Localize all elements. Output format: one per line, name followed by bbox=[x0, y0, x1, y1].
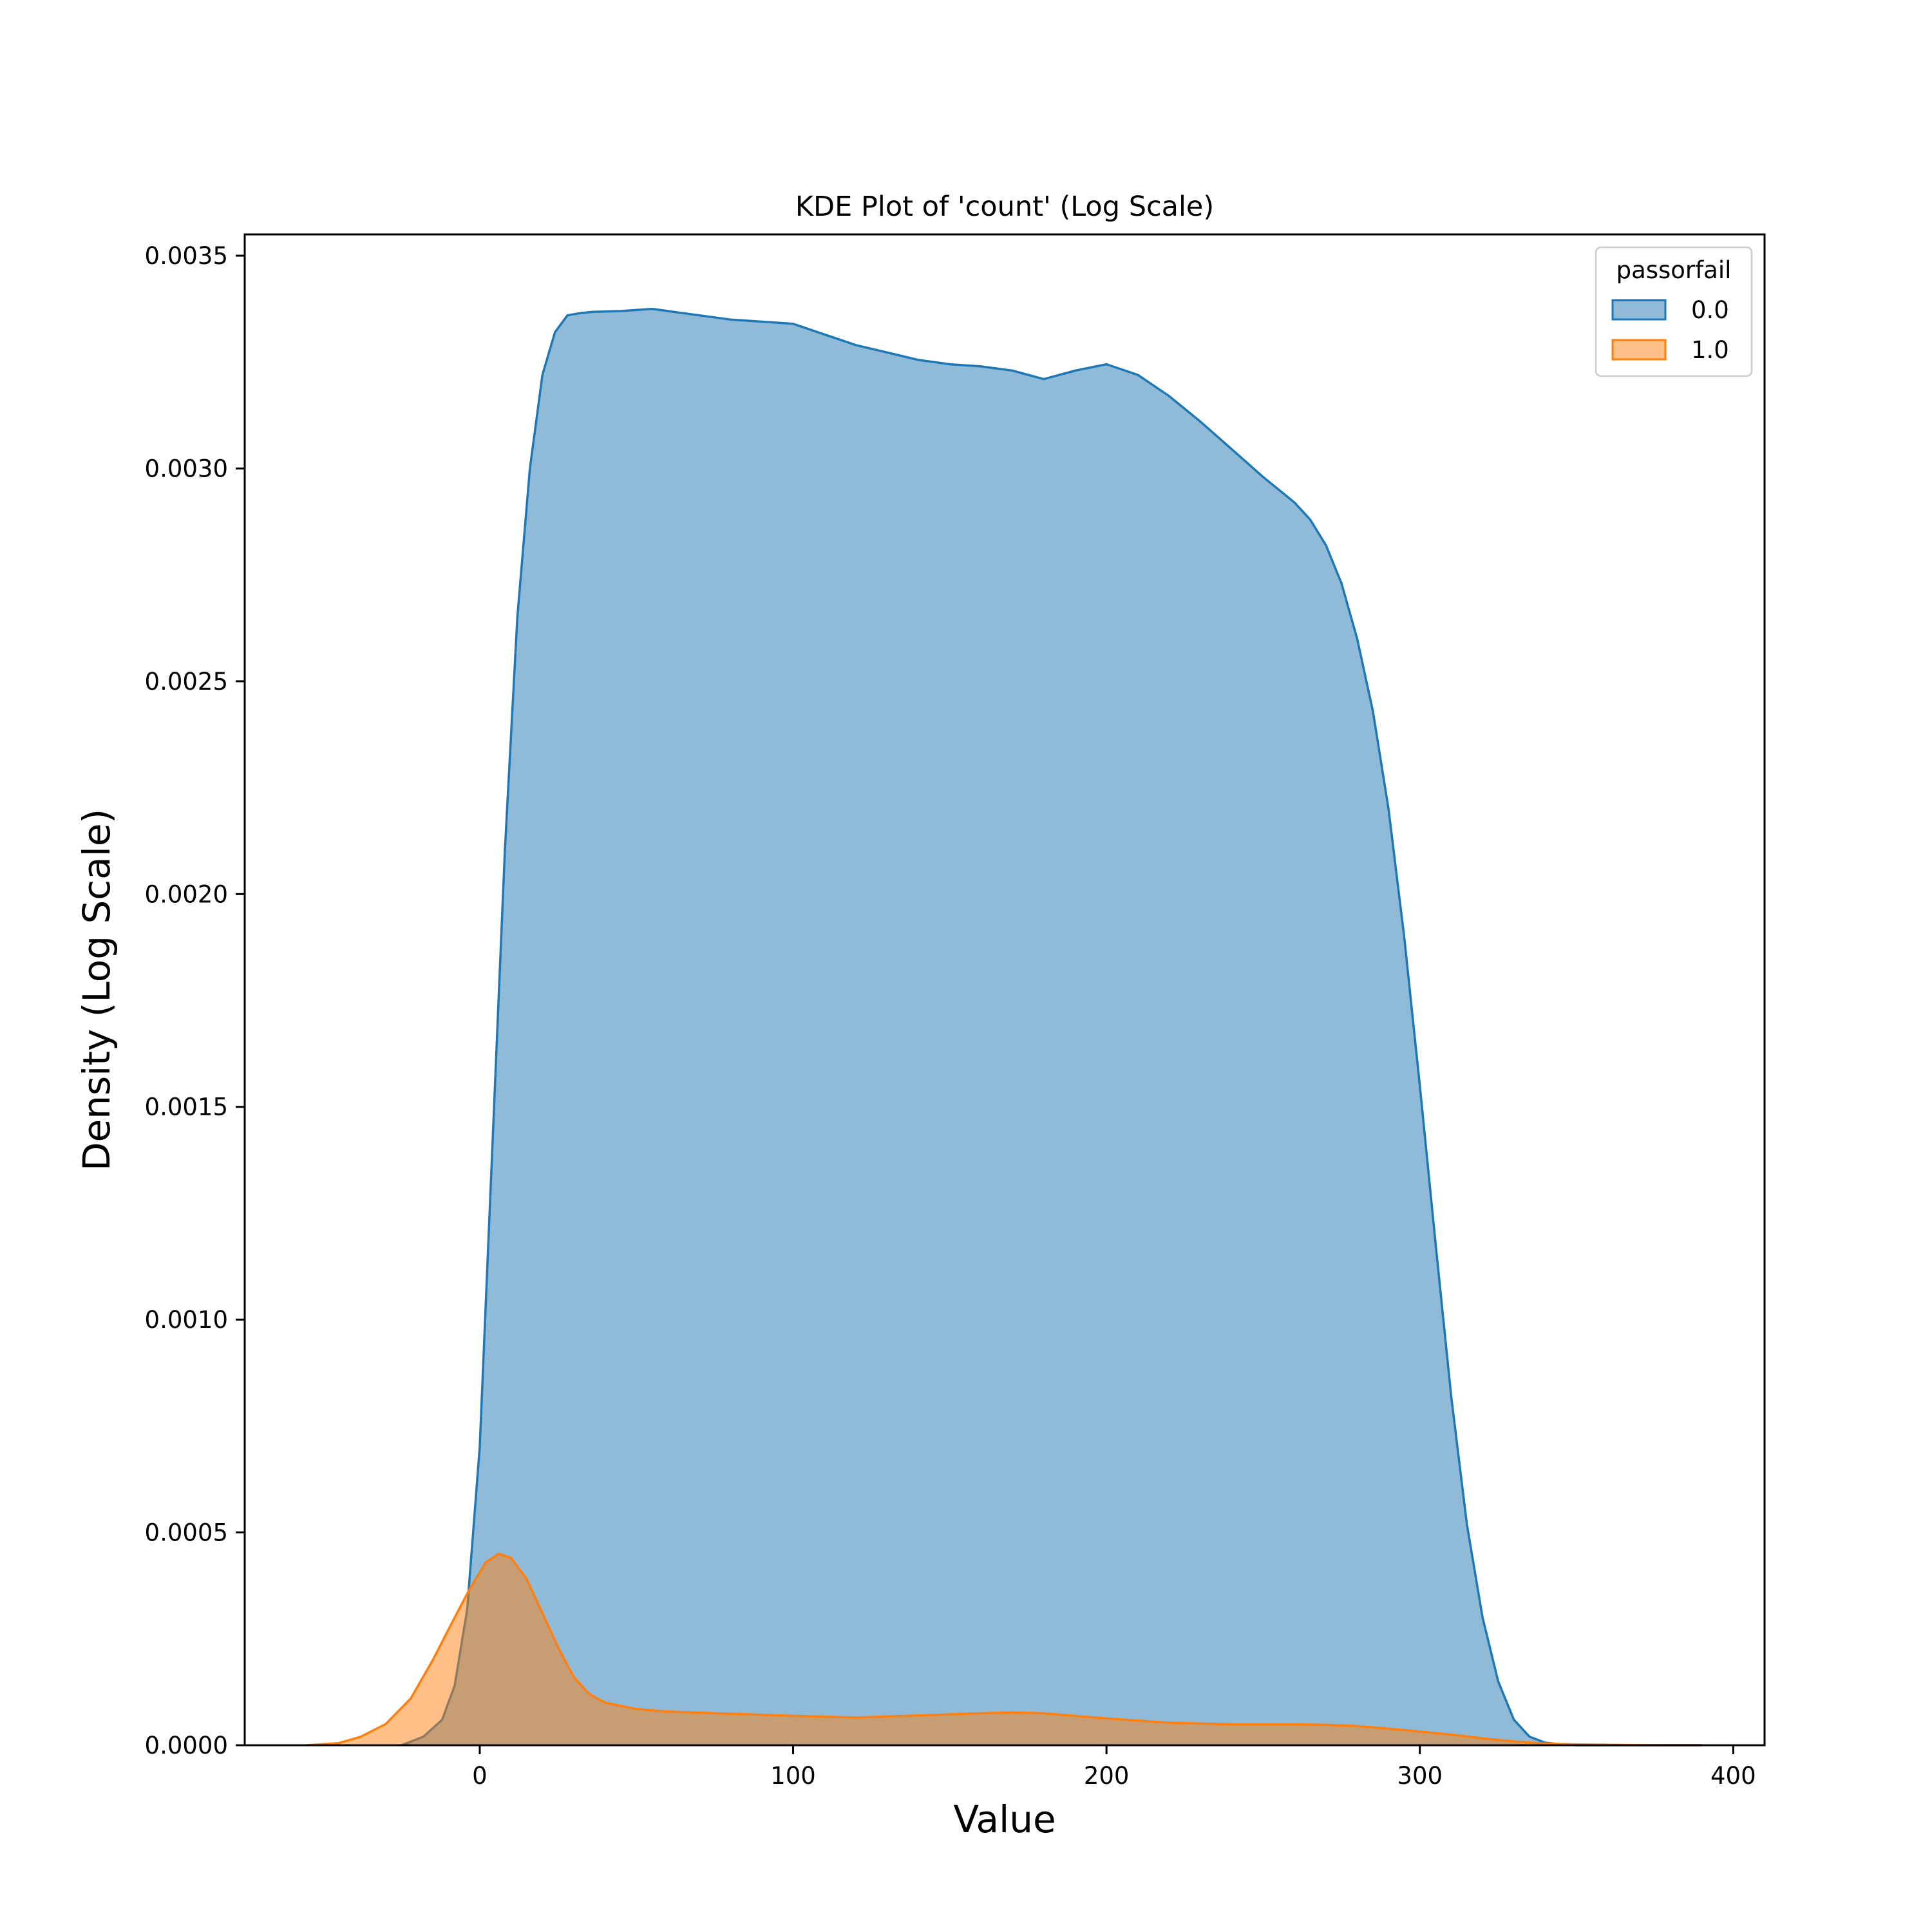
y-tick-label: 0.0035 bbox=[145, 242, 228, 270]
x-tick-label: 200 bbox=[1084, 1762, 1130, 1790]
y-tick-label: 0.0025 bbox=[145, 668, 228, 696]
legend-swatch bbox=[1611, 299, 1667, 321]
y-tick-label: 0.0015 bbox=[145, 1094, 228, 1121]
y-axis-label: Density (Log Scale) bbox=[75, 809, 118, 1171]
series-line-0 bbox=[401, 307, 1702, 1747]
y-axis: 0.0000 0.0005 0.0010 0.0015 0.0020 0.0025 0.00… bbox=[145, 242, 245, 1759]
series-line-1 bbox=[307, 1552, 1702, 1747]
series-area-1 bbox=[307, 1553, 1702, 1745]
x-axis-label: Value bbox=[953, 1797, 1056, 1841]
legend-title: passorfail bbox=[1616, 256, 1732, 284]
y-tick-label: 0.0010 bbox=[145, 1306, 228, 1334]
y-tick-label: 0.0020 bbox=[145, 880, 228, 908]
legend: passorfail 0.01.0 bbox=[1595, 246, 1753, 377]
series-area-0 bbox=[401, 308, 1702, 1745]
y-tick-label: 0.0030 bbox=[145, 455, 228, 482]
series-layer bbox=[307, 307, 1702, 1747]
legend-label: 0.0 bbox=[1691, 296, 1729, 324]
legend-swatch bbox=[1611, 339, 1667, 361]
y-tick-label: 0.0000 bbox=[145, 1732, 228, 1759]
x-tick-label: 400 bbox=[1710, 1762, 1756, 1790]
x-tick-label: 0 bbox=[472, 1762, 488, 1790]
y-tick-label: 0.0005 bbox=[145, 1519, 228, 1547]
x-tick-label: 300 bbox=[1397, 1762, 1443, 1790]
chart-title: KDE Plot of 'count' (Log Scale) bbox=[795, 191, 1214, 223]
x-tick-label: 100 bbox=[770, 1762, 816, 1790]
legend-label: 1.0 bbox=[1691, 336, 1729, 364]
plot-frame bbox=[243, 233, 1766, 1747]
x-axis: 0 100 200 300 400 bbox=[472, 1745, 1756, 1790]
legend-items: 0.01.0 bbox=[1611, 296, 1729, 364]
